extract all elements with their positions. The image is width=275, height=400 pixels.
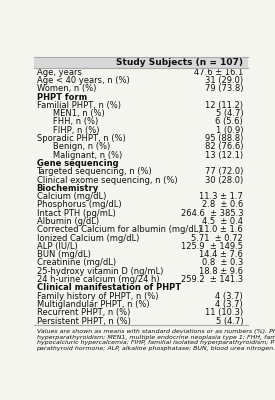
Text: 18.8 ± 9.6: 18.8 ± 9.6: [199, 267, 243, 276]
Text: 95 (88.8): 95 (88.8): [205, 134, 243, 143]
Text: 25-hydroxy vitamin D (ng/mL): 25-hydroxy vitamin D (ng/mL): [37, 267, 163, 276]
Text: Targeted sequencing, n (%): Targeted sequencing, n (%): [37, 167, 152, 176]
Text: Multiglandular PHPT, n (%): Multiglandular PHPT, n (%): [37, 300, 149, 309]
Text: Clinical manifestation of PHPT: Clinical manifestation of PHPT: [37, 283, 181, 292]
Text: BUN (mg/dL): BUN (mg/dL): [37, 250, 90, 259]
Text: 11.3 ± 1.7: 11.3 ± 1.7: [199, 192, 243, 201]
Text: Phosphorus (mg/dL): Phosphorus (mg/dL): [37, 200, 121, 210]
Text: PHPT form: PHPT form: [37, 92, 87, 102]
Text: Creatinine (mg/dL): Creatinine (mg/dL): [37, 258, 116, 268]
Text: 14.4 ± 7.6: 14.4 ± 7.6: [199, 250, 243, 259]
Text: 259.2  ± 141.3: 259.2 ± 141.3: [181, 275, 243, 284]
Text: 5.71  ± 0.72: 5.71 ± 0.72: [191, 234, 243, 242]
Text: Familial PHPT, n (%): Familial PHPT, n (%): [37, 101, 120, 110]
Text: 0.8  ± 0.3: 0.8 ± 0.3: [202, 258, 243, 268]
Text: Age, years: Age, years: [37, 68, 81, 77]
Text: 5 (4.7): 5 (4.7): [216, 316, 243, 326]
Text: Albumin (g/dL): Albumin (g/dL): [37, 217, 99, 226]
Text: MEN1, n (%): MEN1, n (%): [45, 109, 105, 118]
Text: Intact PTH (pg/mL): Intact PTH (pg/mL): [37, 209, 115, 218]
Text: FHH, n (%): FHH, n (%): [45, 118, 98, 126]
Text: 79 (73.8): 79 (73.8): [205, 84, 243, 93]
Text: 12 (11.2): 12 (11.2): [205, 101, 243, 110]
Text: Persistent PHPT, n (%): Persistent PHPT, n (%): [37, 316, 130, 326]
Text: Corrected Calcium for albumin (mg/dL): Corrected Calcium for albumin (mg/dL): [37, 225, 201, 234]
Text: FIHP, n (%): FIHP, n (%): [45, 126, 100, 135]
Text: 11.0 ± 1.6: 11.0 ± 1.6: [199, 225, 243, 234]
Text: 5 (4.7): 5 (4.7): [216, 109, 243, 118]
Text: 31 (29.0): 31 (29.0): [205, 76, 243, 85]
Text: 4 (3.7): 4 (3.7): [216, 292, 243, 301]
Text: Calcium (mg/dL): Calcium (mg/dL): [37, 192, 106, 201]
Text: Gene sequencing: Gene sequencing: [37, 159, 118, 168]
Text: 264.6  ± 385.3: 264.6 ± 385.3: [181, 209, 243, 218]
Text: 1 (0.9): 1 (0.9): [216, 126, 243, 135]
Text: 47.6 ± 16.1: 47.6 ± 16.1: [194, 68, 243, 77]
Text: 125.9  ± 149.5: 125.9 ± 149.5: [181, 242, 243, 251]
Text: Family history of PHPT, n (%): Family history of PHPT, n (%): [37, 292, 158, 301]
Text: 4 (3.7): 4 (3.7): [216, 300, 243, 309]
Text: Clinical exome sequencing, n (%): Clinical exome sequencing, n (%): [37, 176, 177, 184]
Text: ALP (IU/L): ALP (IU/L): [37, 242, 77, 251]
Text: Study Subjects (n = 107): Study Subjects (n = 107): [116, 58, 243, 67]
Text: 30 (28.0): 30 (28.0): [205, 176, 243, 184]
Text: Sporadic PHPT, n (%): Sporadic PHPT, n (%): [37, 134, 125, 143]
Text: 2.8  ± 0.6: 2.8 ± 0.6: [202, 200, 243, 210]
Text: Women, n (%): Women, n (%): [37, 84, 96, 93]
Text: Malignant, n (%): Malignant, n (%): [45, 151, 122, 160]
Bar: [34, 57, 248, 68]
Text: Benign, n (%): Benign, n (%): [45, 142, 110, 151]
Text: Values are shown as means with standard deviations or as numbers (%). PHPT, prim: Values are shown as means with standard …: [37, 329, 275, 351]
Text: Age < 40 years, n (%): Age < 40 years, n (%): [37, 76, 129, 85]
Text: Biochemistry: Biochemistry: [37, 184, 99, 193]
Text: 6 (5.6): 6 (5.6): [216, 118, 243, 126]
Text: 11 (10.3): 11 (10.3): [205, 308, 243, 317]
Text: Ionized Calcium (mg/dL): Ionized Calcium (mg/dL): [37, 234, 139, 242]
Text: 24 h-urine calcium (mg/24 h): 24 h-urine calcium (mg/24 h): [37, 275, 159, 284]
Text: 4.5  ± 0.4: 4.5 ± 0.4: [202, 217, 243, 226]
Text: Recurrent PHPT, n (%): Recurrent PHPT, n (%): [37, 308, 130, 317]
Text: 13 (12.1): 13 (12.1): [205, 151, 243, 160]
Text: 77 (72.0): 77 (72.0): [205, 167, 243, 176]
Text: 82 (76.6): 82 (76.6): [205, 142, 243, 151]
